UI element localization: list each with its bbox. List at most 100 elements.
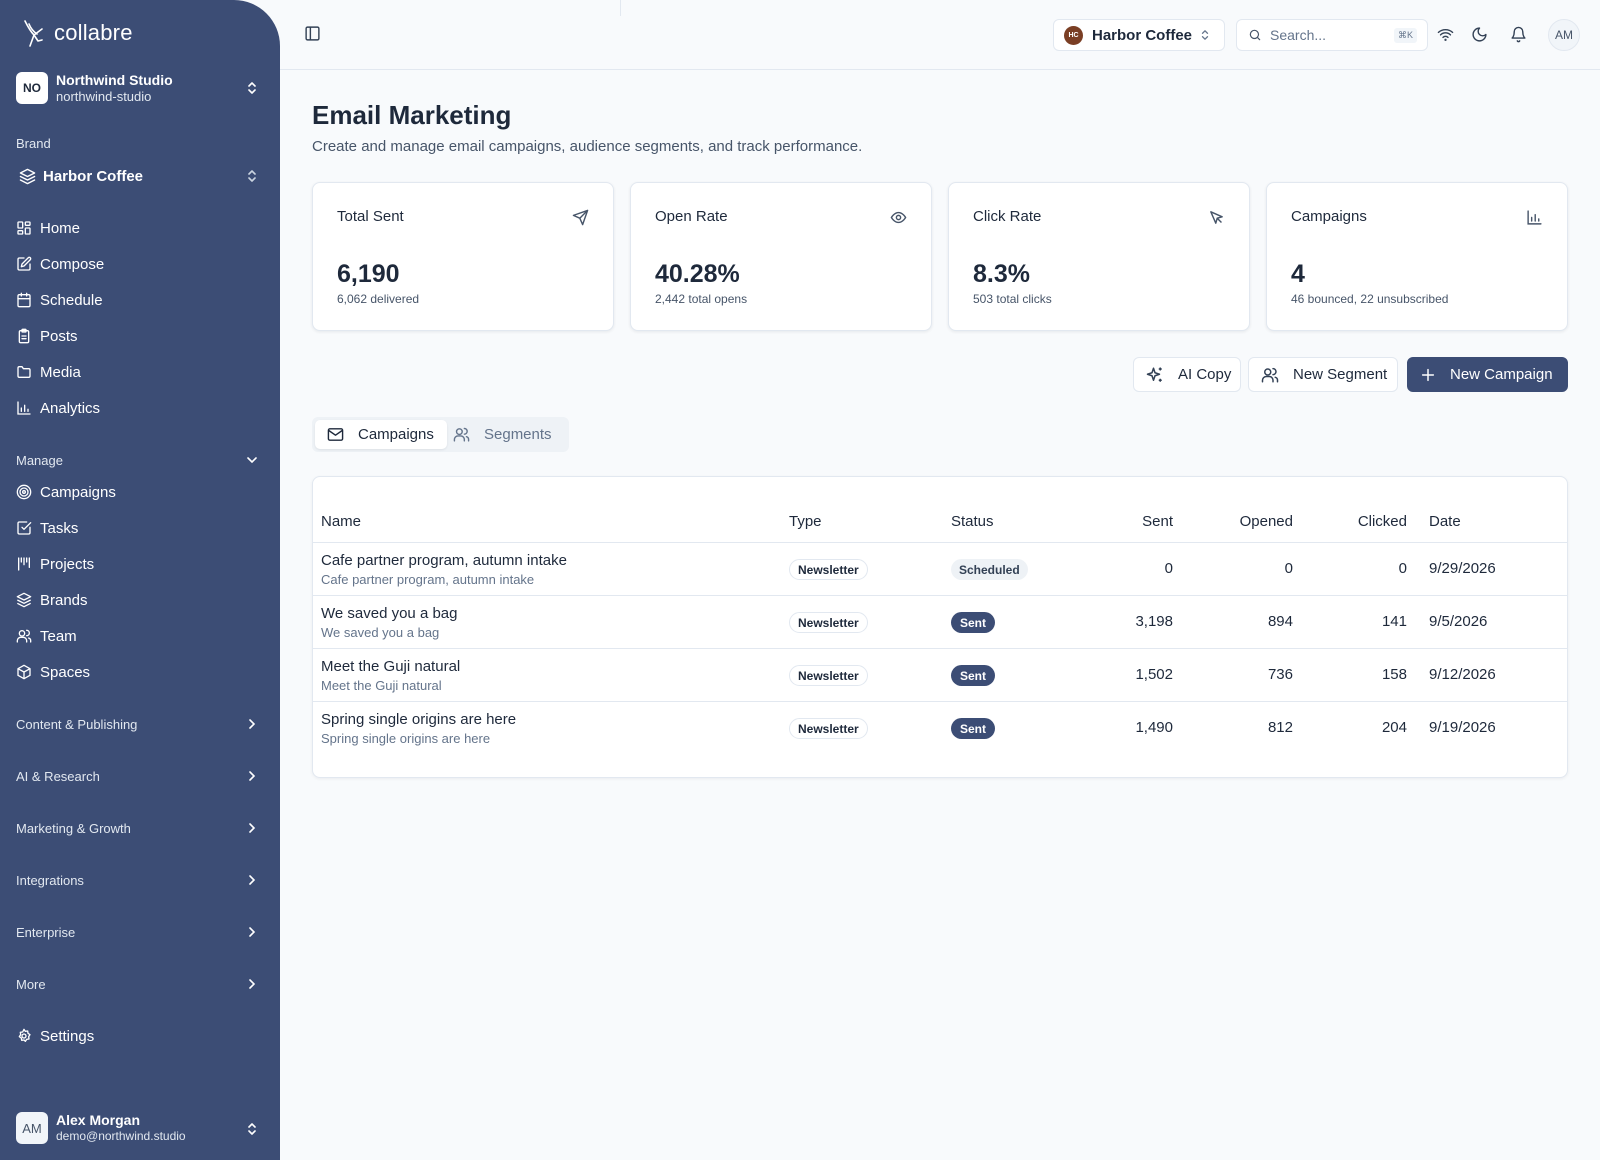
nav-item-settings[interactable]: Settings	[16, 1018, 264, 1054]
sent-count: 0	[1164, 560, 1173, 577]
nav-item-tasks[interactable]: Tasks	[16, 510, 264, 546]
campaign-date: 9/12/2026	[1429, 666, 1496, 683]
campaign-subject: Cafe partner program, autumn intake	[321, 572, 535, 587]
users-icon	[453, 426, 470, 443]
nav-item-projects[interactable]: Projects	[16, 546, 264, 582]
nav-item-spaces[interactable]: Spaces	[16, 654, 264, 690]
wifi-icon[interactable]	[1437, 26, 1454, 43]
user-avatar[interactable]: AM	[1548, 19, 1580, 51]
type-badge: Newsletter	[789, 612, 868, 633]
opened-count: 812	[1267, 719, 1293, 736]
nav-item-label: Compose	[40, 255, 105, 273]
new-segment-button[interactable]: New Segment	[1248, 357, 1398, 392]
folder-icon	[16, 364, 32, 380]
search-icon	[1248, 28, 1262, 42]
edit-icon	[16, 256, 32, 272]
cursor-icon	[1208, 209, 1225, 226]
nav-item-home[interactable]: Home	[16, 210, 264, 246]
nav-item-label: Brands	[40, 591, 88, 609]
brand-switcher[interactable]: HC Harbor Coffee	[1053, 19, 1225, 51]
search-input[interactable]: Search... ⌘K	[1236, 19, 1428, 51]
eye-icon	[890, 209, 907, 226]
app-logo[interactable]: collabre	[22, 19, 133, 47]
nav-item-brands[interactable]: Brands	[16, 582, 264, 618]
ai-copy-button[interactable]: AI Copy	[1133, 357, 1241, 392]
stat-value: 6,190	[337, 260, 400, 288]
section-label: Marketing & Growth	[16, 820, 131, 836]
table-row[interactable]: Spring single origins are here Spring si…	[313, 702, 1567, 755]
bell-icon[interactable]	[1510, 26, 1527, 43]
chevron-right-icon	[246, 718, 258, 730]
calendar-icon	[16, 292, 32, 308]
column-header-status: Status	[951, 513, 994, 530]
column-header-date: Date	[1429, 513, 1461, 530]
mail-icon	[327, 426, 344, 443]
nav-item-analytics[interactable]: Analytics	[16, 390, 264, 426]
section-ai-research[interactable]: AI & Research	[16, 764, 264, 788]
stat-value: 4	[1291, 260, 1305, 288]
nav-item-schedule[interactable]: Schedule	[16, 282, 264, 318]
tab-segments[interactable]: Segments	[453, 420, 552, 449]
opened-count: 736	[1267, 666, 1293, 683]
user-menu[interactable]: AM Alex Morgan demo@northwind.studio	[16, 1111, 264, 1145]
section-marketing-growth[interactable]: Marketing & Growth	[16, 816, 264, 840]
plus-icon	[1420, 367, 1436, 383]
table-row[interactable]: Cafe partner program, autumn intake Cafe…	[313, 543, 1567, 596]
user-name: Alex Morgan	[56, 1112, 141, 1128]
nav-item-label: Team	[40, 627, 77, 645]
stat-card-total-sent: Total Sent 6,190 6,062 delivered	[312, 182, 614, 331]
column-header-sent: Sent	[1142, 513, 1173, 530]
section-integrations[interactable]: Integrations	[16, 868, 264, 892]
nav-item-campaigns[interactable]: Campaigns	[16, 474, 264, 510]
nav-item-team[interactable]: Team	[16, 618, 264, 654]
nav-item-label: Settings	[40, 1027, 95, 1045]
chevron-right-icon	[246, 926, 258, 938]
section-more[interactable]: More	[16, 972, 264, 996]
section-label: Enterprise	[16, 924, 76, 940]
target-icon	[16, 484, 32, 500]
nav-item-media[interactable]: Media	[16, 354, 264, 390]
section-label: Integrations	[16, 872, 84, 888]
manage-section-toggle[interactable]: Manage	[16, 448, 264, 472]
table-row[interactable]: Meet the Guji natural Meet the Guji natu…	[313, 649, 1567, 702]
checkbox-icon	[16, 520, 32, 536]
moon-icon[interactable]	[1471, 26, 1488, 43]
stat-sub: 2,442 total opens	[655, 292, 748, 306]
nav-item-posts[interactable]: Posts	[16, 318, 264, 354]
type-badge: Newsletter	[789, 665, 868, 686]
sidebar: collabre NO Northwind Studio northwind-s…	[0, 0, 280, 1160]
campaign-subject: Meet the Guji natural	[321, 678, 442, 693]
campaigns-table: Name Type Status Sent Opened Clicked Dat…	[312, 476, 1568, 778]
bar-chart-icon	[1526, 209, 1543, 226]
nav-item-label: Schedule	[40, 291, 103, 309]
tab-list: Campaigns Segments	[312, 417, 569, 452]
sent-count: 1,502	[1135, 666, 1173, 683]
brand-section-label: Brand	[16, 136, 51, 151]
nav-item-label: Spaces	[40, 663, 91, 681]
column-header-clicked: Clicked	[1357, 513, 1407, 530]
layers-icon	[16, 592, 32, 608]
status-badge: Sent	[951, 718, 996, 739]
new-campaign-button[interactable]: New Campaign	[1407, 357, 1568, 392]
clipboard-icon	[16, 328, 32, 344]
divider	[620, 0, 621, 16]
manage-nav: Campaigns Tasks Projects Brands Team Spa…	[16, 474, 264, 690]
user-avatar: AM	[16, 1112, 48, 1144]
campaign-name: Meet the Guji natural	[321, 658, 461, 675]
org-avatar: NO	[16, 72, 48, 104]
brand-selector[interactable]: Harbor Coffee	[16, 163, 264, 189]
table-row[interactable]: We saved you a bag We saved you a bag Ne…	[313, 596, 1567, 649]
tab-campaigns[interactable]: Campaigns	[315, 420, 447, 449]
section-enterprise[interactable]: Enterprise	[16, 920, 264, 944]
section-content-publishing[interactable]: Content & Publishing	[16, 712, 264, 736]
tab-label: Segments	[484, 426, 552, 443]
org-switcher[interactable]: NO Northwind Studio northwind-studio	[16, 70, 264, 106]
nav-item-compose[interactable]: Compose	[16, 246, 264, 282]
section-label: Manage	[16, 452, 63, 468]
sidebar-toggle-icon[interactable]	[304, 25, 321, 42]
users-icon	[16, 628, 32, 644]
stat-label: Open Rate	[655, 208, 728, 225]
stat-card-campaigns: Campaigns 4 46 bounced, 22 unsubscribed	[1266, 182, 1568, 331]
nav-item-label: Posts	[40, 327, 78, 345]
grid-icon	[16, 220, 32, 236]
